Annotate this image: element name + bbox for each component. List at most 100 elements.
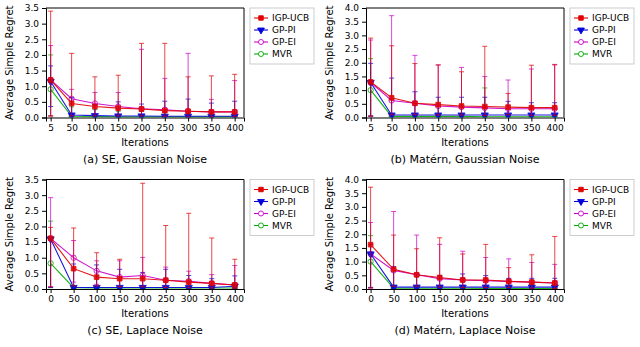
tick: 200: [455, 289, 472, 304]
tick-label: 350: [523, 123, 540, 133]
marker: [209, 281, 214, 286]
error-bar: [529, 255, 534, 288]
error-bar: [506, 80, 511, 116]
marker: [414, 272, 419, 277]
tick: 0.5: [345, 99, 366, 109]
legend-item: IGP-UCB: [574, 185, 629, 195]
tick-mark: [362, 104, 366, 105]
legend-item: IGP-UCB: [574, 13, 629, 23]
tick-mark: [362, 90, 366, 91]
tick-mark: [362, 289, 366, 290]
error-bar: [186, 213, 191, 287]
panel: 5501001502002503003504000.00.51.01.52.02…: [4, 3, 314, 165]
plot-frame: [564, 180, 565, 290]
y-axis-label: Average Simple Regret: [324, 177, 335, 292]
marker: [552, 105, 557, 110]
caption: (c) SE, Laplace Noise: [87, 324, 203, 337]
tick-mark: [362, 180, 366, 181]
error-bar: [412, 55, 417, 114]
legend-symbol: [578, 211, 583, 216]
marker: [483, 278, 488, 283]
tick-mark: [42, 55, 46, 56]
axis-line: [362, 180, 367, 290]
error-bar: [162, 43, 167, 116]
tick-label: 3.5: [25, 3, 39, 13]
tick: 0: [368, 289, 374, 304]
legend-label: GP-EI: [592, 37, 616, 47]
marker: [139, 106, 144, 111]
legend-symbol: [579, 187, 583, 191]
tick-mark: [392, 118, 393, 122]
tick-label: 0.5: [345, 99, 359, 109]
legend-label: GP-EI: [272, 209, 296, 219]
tick: 2.0: [345, 58, 366, 68]
error-bar: [69, 53, 74, 116]
marker: [529, 280, 534, 285]
tick-label: 350: [524, 294, 541, 304]
marks: [367, 16, 558, 118]
x-axis: 550100150200250300350400: [367, 118, 565, 133]
error-bar: [482, 46, 487, 115]
tick-label: 3.0: [25, 191, 40, 201]
legend-frame: [570, 8, 634, 64]
tick-label: 2.0: [345, 230, 360, 240]
legend-item: GP-EI: [254, 37, 296, 47]
marker: [368, 80, 373, 85]
marker: [209, 281, 214, 286]
tick-mark: [42, 226, 46, 227]
tick: 200: [133, 118, 150, 133]
error-bar: [436, 65, 441, 115]
error-bar: [412, 64, 417, 115]
tick-label: 4.0: [345, 3, 360, 13]
tick-mark: [362, 76, 366, 77]
tick: 50: [66, 118, 78, 133]
tick: 400: [227, 118, 244, 133]
legend-label: IGP-UCB: [592, 185, 629, 195]
legend-symbol: [258, 223, 263, 228]
tick: 250: [158, 289, 175, 304]
tick-label: 400: [547, 294, 564, 304]
axis-line: [367, 118, 565, 122]
tick-label: 3.0: [345, 202, 360, 212]
tick: 300: [181, 289, 198, 304]
tick-label: 2.5: [345, 216, 359, 226]
series-line: [371, 82, 555, 115]
legend-label: GP-PI: [272, 197, 296, 207]
tick-label: 100: [89, 294, 106, 304]
marker: [186, 109, 191, 114]
error-bar: [506, 268, 511, 288]
tick-label: 250: [157, 123, 174, 133]
tick-label: 0.0: [25, 113, 40, 123]
tick-mark: [42, 8, 46, 9]
error-bar: [506, 93, 511, 114]
series: [48, 11, 237, 117]
series-line: [371, 82, 555, 108]
tick-mark: [362, 275, 366, 276]
tick: 250: [157, 118, 174, 133]
tick-mark: [42, 118, 46, 119]
series: [48, 183, 237, 288]
error-bar: [389, 46, 394, 115]
legend: IGP-UCBGP-PIGP-EIMVR: [250, 180, 314, 236]
axis-line: [42, 9, 47, 119]
legend-label: MVR: [272, 221, 292, 231]
legend-item: IGP-UCB: [254, 13, 309, 23]
legend-label: IGP-UCB: [592, 13, 629, 23]
marker: [162, 108, 167, 113]
tick-label: 2.5: [345, 44, 359, 54]
legend-label: GP-PI: [272, 25, 296, 35]
tick-label: 1.0: [25, 82, 40, 92]
legend: IGP-UCBGP-PIGP-EIMVR: [570, 8, 634, 64]
tick-label: 2.5: [25, 35, 39, 45]
tick-label: 0.5: [345, 271, 359, 281]
tick-label: 0.5: [25, 97, 39, 107]
axis-line: [42, 180, 47, 290]
tick-label: 0: [368, 294, 374, 304]
legend-label: GP-EI: [592, 209, 616, 219]
series-line: [51, 82, 235, 117]
series: [367, 244, 558, 289]
tick: 1.0: [25, 253, 46, 263]
plot-frame: [46, 179, 244, 180]
tick-mark: [42, 242, 46, 243]
marker: [529, 280, 534, 285]
